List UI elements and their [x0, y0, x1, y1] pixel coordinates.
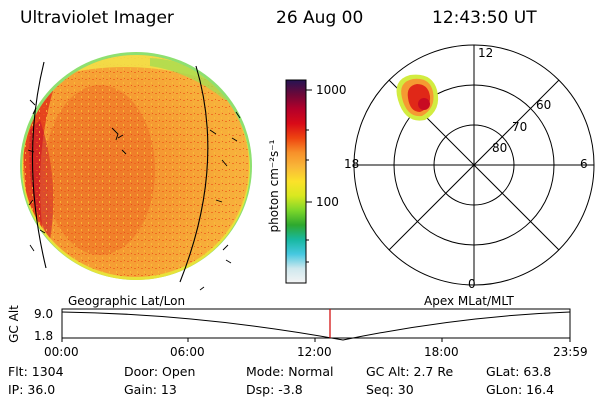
meridian-line-east [179, 65, 209, 283]
apex-title: Apex MLat/MLT [424, 294, 514, 308]
status-gain: Gain: 13 [124, 382, 177, 397]
altitude-curve [61, 311, 571, 341]
status-ip: IP: 36.0 [8, 382, 56, 397]
x-tick-0000: 00:00 [44, 345, 79, 359]
colorbar-unit-label: photon cm⁻²s⁻¹ [267, 139, 281, 233]
coastline-marks [27, 99, 241, 291]
status-flt: Flt: 1304 [8, 364, 64, 379]
meridian-line-west [31, 61, 47, 269]
polar-label-6: 6 [580, 157, 588, 171]
x-tick-2359: 23:59 [553, 345, 588, 359]
colorbar-tick-100: 100 [316, 195, 339, 209]
polar-label-12: 12 [478, 46, 494, 60]
status-glat: GLat: 63.8 [486, 364, 552, 379]
status-mode: Mode: Normal [246, 364, 334, 379]
polar-label-0: 0 [468, 277, 476, 291]
auroral-blob [396, 74, 439, 121]
polar-label-18: 18 [344, 157, 360, 171]
colorbar [285, 79, 312, 284]
polar-mlt-plot [353, 44, 595, 286]
image-time: 12:43:50 UT [432, 8, 537, 28]
x-tick-1800: 18:00 [424, 345, 459, 359]
image-date: 26 Aug 00 [276, 8, 364, 28]
x-tick-1200: 12:00 [297, 345, 332, 359]
polar-label-70: 70 [512, 120, 528, 134]
uv-earth-image [20, 52, 252, 291]
status-door: Door: Open [124, 364, 196, 379]
gc-alt-axis-label: GC Alt [7, 305, 21, 343]
y-tick-bottom: 1.8 [34, 329, 54, 343]
colorbar-tick-1000: 1000 [316, 83, 347, 97]
y-tick-top: 9.0 [34, 307, 54, 321]
status-dsp: Dsp: -3.8 [246, 382, 303, 397]
x-tick-0600: 06:00 [170, 345, 205, 359]
status-seq: Seq: 30 [366, 382, 414, 397]
geographic-title: Geographic Lat/Lon [68, 294, 186, 308]
polar-label-60: 60 [536, 98, 552, 112]
polar-label-80: 80 [492, 141, 508, 155]
altitude-panel [61, 308, 571, 342]
status-gcalt: GC Alt: 2.7 Re [366, 364, 454, 379]
instrument-title: Ultraviolet Imager [20, 8, 174, 28]
status-glon: GLon: 16.4 [486, 382, 555, 397]
